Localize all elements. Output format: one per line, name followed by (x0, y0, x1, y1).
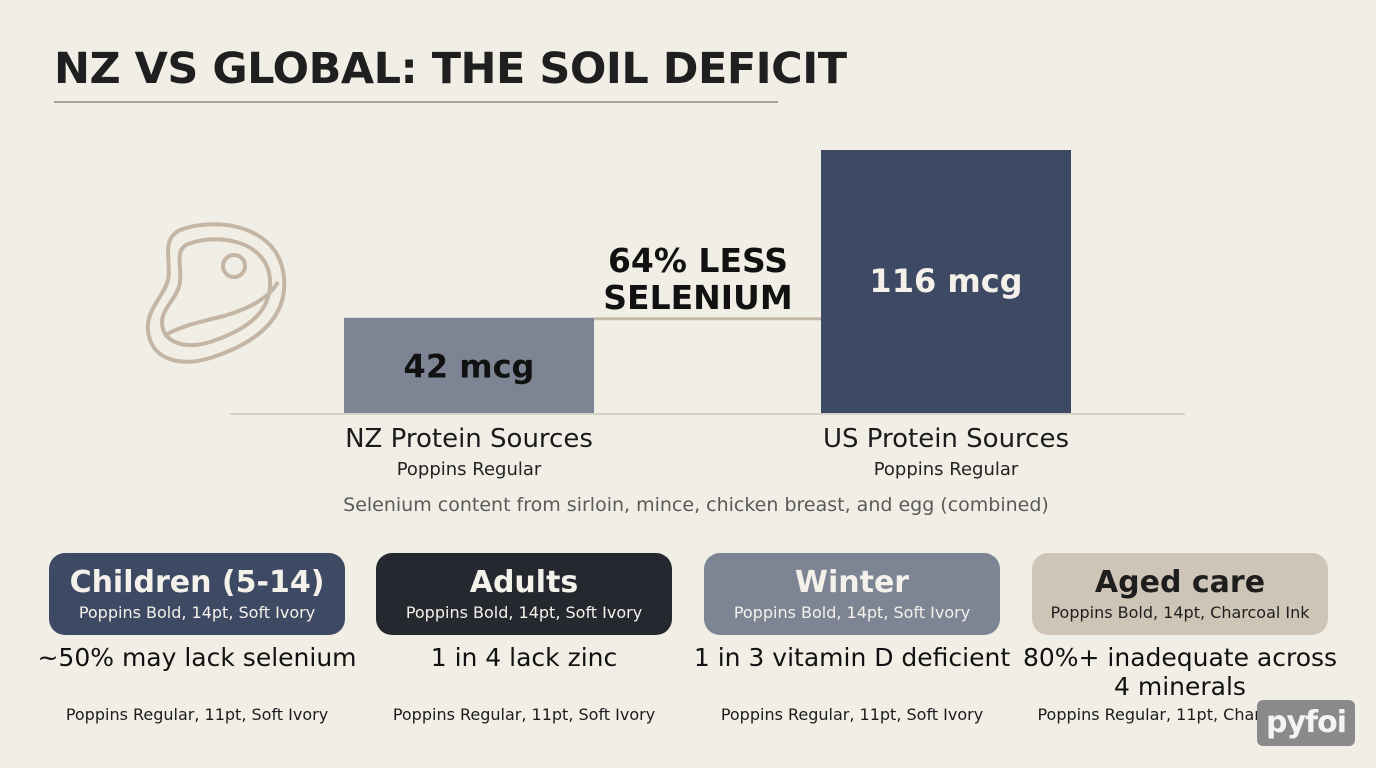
page-title: NZ VS GLOBAL: THE SOIL DEFICIT (54, 44, 847, 94)
difference-annotation: 64% LESS SELENIUM (603, 241, 793, 317)
watermark-logo: pyfoi (1257, 700, 1355, 746)
card-title: Aged care (1094, 565, 1266, 600)
card-children: Children (5-14) Poppins Bold, 14pt, Soft … (49, 553, 345, 635)
card-title: Adults (469, 565, 579, 600)
card-stat-sublabel: Poppins Regular, 11pt, Charcoal Ink (1037, 705, 1323, 724)
nz-value-label: 42 mcg (404, 347, 535, 385)
card-stat-sublabel: Poppins Regular, 11pt, Soft Ivory (65, 705, 329, 724)
card-stat: 1 in 4 lack zinc (430, 643, 618, 672)
nz-category-sublabel: Poppins Regular (396, 459, 542, 480)
steak-icon (145, 222, 287, 364)
card-winter: Winter Poppins Bold, 14pt, Soft Ivory (704, 553, 1000, 635)
card-stat-sublabel: Poppins Regular, 11pt, Soft Ivory (392, 705, 656, 724)
card-stat: ~50% may lack selenium (37, 643, 357, 672)
title-underline (54, 101, 778, 103)
card-title: Children (5-14) (69, 565, 325, 600)
card-subtitle: Poppins Bold, 14pt, Soft Ivory (733, 603, 971, 622)
card-title: Winter (794, 565, 910, 600)
chart-footnote: Selenium content from sirloin, mince, ch… (343, 494, 1049, 516)
card-subtitle: Poppins Bold, 14pt, Soft Ivory (78, 603, 316, 622)
nz-bar (344, 317, 594, 413)
card-subtitle: Poppins Bold, 14pt, Charcoal Ink (1050, 603, 1310, 622)
bar-chart: 42 mcg 116 mcg (230, 150, 1185, 415)
us-bar (821, 150, 1071, 413)
card-stat: 1 in 3 vitamin D deficient (693, 643, 1011, 672)
us-category-label: US Protein Sources (822, 424, 1070, 454)
card-adults: Adults Poppins Bold, 14pt, Soft Ivory (376, 553, 672, 635)
us-value-label: 116 mcg (869, 262, 1022, 300)
card-subtitle: Poppins Bold, 14pt, Soft Ivory (405, 603, 643, 622)
card-aged-care: Aged care Poppins Bold, 14pt, Charcoal In… (1032, 553, 1328, 635)
nz-category-label: NZ Protein Sources (345, 424, 593, 454)
us-category-sublabel: Poppins Regular (873, 459, 1019, 480)
card-stat: 80%+ inadequate across 4 minerals (1022, 643, 1338, 701)
card-stat-sublabel: Poppins Regular, 11pt, Soft Ivory (720, 705, 984, 724)
